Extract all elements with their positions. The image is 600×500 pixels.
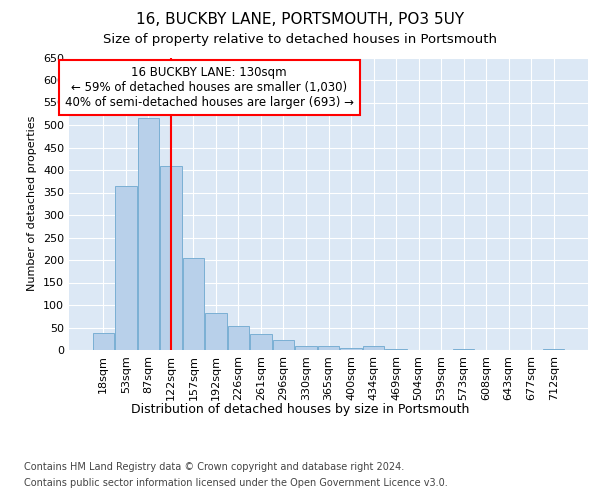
Bar [250,334,272,350]
Bar [273,340,294,350]
Bar [385,348,407,350]
Bar [318,346,339,350]
Bar [182,258,204,350]
Text: Contains public sector information licensed under the Open Government Licence v3: Contains public sector information licen… [24,478,448,488]
Text: 16 BUCKBY LANE: 130sqm
← 59% of detached houses are smaller (1,030)
40% of semi-: 16 BUCKBY LANE: 130sqm ← 59% of detached… [65,66,353,110]
Bar [295,346,317,350]
Bar [543,349,565,350]
Text: Size of property relative to detached houses in Portsmouth: Size of property relative to detached ho… [103,32,497,46]
Text: 16, BUCKBY LANE, PORTSMOUTH, PO3 5UY: 16, BUCKBY LANE, PORTSMOUTH, PO3 5UY [136,12,464,28]
Bar [228,326,249,350]
Bar [160,166,182,350]
Bar [453,349,475,350]
Bar [137,118,159,350]
Bar [92,334,114,350]
Bar [205,312,227,350]
Bar [363,346,384,350]
Bar [340,348,362,350]
Y-axis label: Number of detached properties: Number of detached properties [28,116,37,292]
Text: Contains HM Land Registry data © Crown copyright and database right 2024.: Contains HM Land Registry data © Crown c… [24,462,404,472]
Text: Distribution of detached houses by size in Portsmouth: Distribution of detached houses by size … [131,402,469,415]
Bar [115,186,137,350]
